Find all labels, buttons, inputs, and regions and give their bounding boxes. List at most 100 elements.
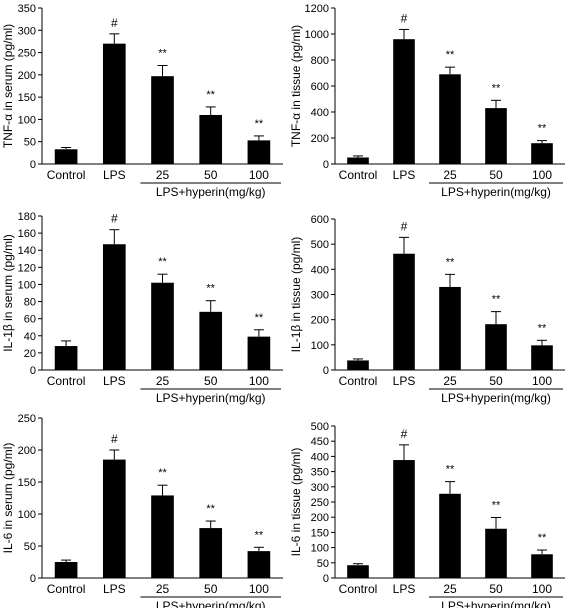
bar-control [347, 360, 369, 370]
significance-marker: ** [206, 283, 215, 295]
significance-marker: ** [492, 82, 501, 94]
significance-marker: ** [158, 256, 167, 268]
x-tick-label: Control [47, 582, 86, 596]
bar-lps [393, 460, 415, 578]
x-tick-label: LPS [393, 582, 416, 596]
y-tick-label: 100 [311, 340, 329, 352]
y-tick-label: 500 [311, 421, 329, 433]
bar-control [54, 562, 78, 578]
y-tick-label: 600 [311, 81, 329, 93]
group-label: LPS+hyperin(mg/kg) [441, 185, 551, 199]
bar-50 [199, 528, 223, 578]
x-tick-label: LPS [103, 582, 126, 596]
x-tick-label: Control [339, 168, 378, 182]
significance-marker: ** [158, 47, 167, 59]
x-tick-label: 25 [443, 374, 457, 388]
bar-lps [102, 244, 126, 370]
significance-marker: ** [446, 256, 455, 268]
x-tick-label: LPS [103, 374, 126, 388]
x-tick-label: 50 [204, 582, 218, 596]
y-tick-label: 1000 [305, 29, 329, 41]
x-tick-label: LPS [393, 374, 416, 388]
significance-marker: ** [255, 118, 264, 130]
y-tick-label: 600 [311, 214, 329, 226]
bar-100 [247, 140, 271, 164]
y-tick-label: 150 [311, 527, 329, 539]
x-tick-label: 50 [489, 374, 503, 388]
significance-marker: ** [255, 312, 264, 324]
bar-lps [393, 39, 415, 165]
significance-marker: ** [446, 49, 455, 61]
bar-lps [102, 43, 126, 164]
y-tick-label: 800 [311, 55, 329, 67]
y-tick-label: 120 [18, 262, 36, 274]
group-label: LPS+hyperin(mg/kg) [156, 599, 266, 608]
y-tick-label: 100 [311, 543, 329, 555]
y-tick-label: 0 [323, 573, 329, 585]
significance-marker: # [111, 16, 118, 30]
bar-50 [199, 311, 223, 370]
y-tick-label: 400 [311, 264, 329, 276]
group-label: LPS+hyperin(mg/kg) [156, 185, 266, 199]
bar-100 [247, 551, 271, 578]
x-tick-label: 100 [249, 374, 269, 388]
x-tick-label: 25 [156, 582, 170, 596]
x-tick-label: 100 [532, 582, 552, 596]
y-tick-label: 0 [323, 159, 329, 171]
y-tick-label: 200 [311, 315, 329, 327]
chart-panel-4: 0 100 200 300 400 500 600 IL-1β in tissue (pg/m… [289, 214, 565, 405]
y-tick-label: 20 [24, 348, 36, 360]
x-tick-label: 50 [204, 374, 218, 388]
significance-marker: # [111, 432, 118, 446]
y-tick-label: 450 [311, 436, 329, 448]
significance-marker: ** [492, 500, 501, 512]
chart-panel-5: 0 50 100 150 200 250 IL-6 in serum (pg/ml) Cont… [1, 413, 283, 608]
x-tick-label: Control [339, 582, 378, 596]
bar-lps [393, 253, 415, 370]
significance-marker: ** [158, 467, 167, 479]
significance-marker: # [401, 11, 408, 25]
x-tick-label: 100 [249, 582, 269, 596]
y-tick-label: 400 [311, 451, 329, 463]
bar-100 [531, 345, 553, 370]
x-tick-label: 25 [156, 168, 170, 182]
y-tick-label: 140 [18, 245, 36, 257]
bar-control [54, 346, 78, 370]
y-tick-label: 160 [18, 228, 36, 240]
significance-marker: ** [538, 532, 547, 544]
y-tick-label: 250 [18, 413, 36, 425]
x-tick-label: LPS [393, 168, 416, 182]
y-axis-title: TNF-α in serum (pg/ml) [1, 24, 15, 148]
bar-control [347, 565, 369, 578]
y-tick-label: 50 [317, 558, 329, 570]
significance-marker: # [111, 212, 118, 226]
y-tick-label: 40 [24, 331, 36, 343]
y-tick-label: 500 [311, 239, 329, 251]
y-tick-label: 0 [323, 365, 329, 377]
y-tick-label: 200 [18, 70, 36, 82]
y-tick-label: 300 [18, 25, 36, 37]
y-axis-title: IL-6 in tissue (pg/ml) [289, 448, 303, 557]
y-tick-label: 0 [30, 573, 36, 585]
x-tick-label: 25 [156, 374, 170, 388]
bar-100 [247, 336, 271, 370]
x-tick-label: Control [47, 374, 86, 388]
y-tick-label: 250 [18, 48, 36, 60]
y-axis-title: IL-6 in serum (pg/ml) [1, 443, 15, 554]
y-tick-label: 100 [18, 509, 36, 521]
y-tick-label: 300 [311, 290, 329, 302]
x-tick-label: 100 [532, 374, 552, 388]
bar-25 [439, 493, 461, 578]
bar-25 [151, 282, 174, 370]
y-tick-label: 100 [18, 114, 36, 126]
bar-control [54, 149, 78, 164]
bar-25 [151, 495, 174, 578]
bar-50 [199, 114, 223, 164]
y-tick-label: 0 [30, 365, 36, 377]
y-tick-label: 300 [311, 482, 329, 494]
y-tick-label: 350 [311, 467, 329, 479]
y-tick-label: 250 [311, 497, 329, 509]
x-tick-label: 25 [443, 582, 457, 596]
